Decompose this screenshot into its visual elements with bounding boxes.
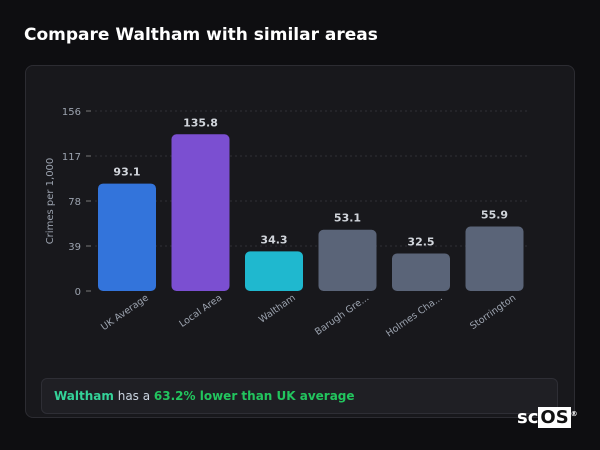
bar[interactable] xyxy=(465,226,524,292)
y-tick-label: 39 xyxy=(68,242,81,253)
bar[interactable] xyxy=(245,251,303,291)
bar[interactable] xyxy=(98,183,156,291)
bar[interactable] xyxy=(392,253,450,292)
summary-area: Waltham xyxy=(54,389,114,403)
summary-text: has a xyxy=(113,389,154,403)
y-tick-label: 78 xyxy=(68,197,81,208)
x-tick-label: Storrington xyxy=(468,292,518,332)
x-tick-label: UK Average xyxy=(99,292,151,333)
scos-logo: sc OS ® xyxy=(517,407,578,428)
y-tick-label: 0 xyxy=(75,287,81,298)
data-label: 32.5 xyxy=(407,236,434,249)
y-tick-label: 117 xyxy=(62,152,81,163)
y-tick-label: 156 xyxy=(62,107,81,118)
data-label: 53.1 xyxy=(334,212,361,225)
comparison-summary: Waltham has a 63.2% lower than UK averag… xyxy=(41,378,558,414)
y-axis-label: Crimes per 1,000 xyxy=(45,158,56,245)
x-tick-label: Barugh Gre... xyxy=(313,292,371,337)
x-tick-label: Holmes Cha... xyxy=(384,292,445,339)
page-title: Compare Waltham with similar areas xyxy=(24,25,378,45)
bar[interactable] xyxy=(318,229,377,291)
bar[interactable] xyxy=(171,134,230,291)
data-label: 135.8 xyxy=(183,116,218,129)
x-tick-label: Waltham xyxy=(257,292,298,325)
x-tick-label: Local Area xyxy=(177,292,224,329)
data-label: 55.9 xyxy=(481,209,508,222)
data-label: 34.3 xyxy=(260,233,287,246)
summary-comparison: 63.2% lower than UK average xyxy=(153,389,355,403)
data-label: 93.1 xyxy=(113,166,140,179)
